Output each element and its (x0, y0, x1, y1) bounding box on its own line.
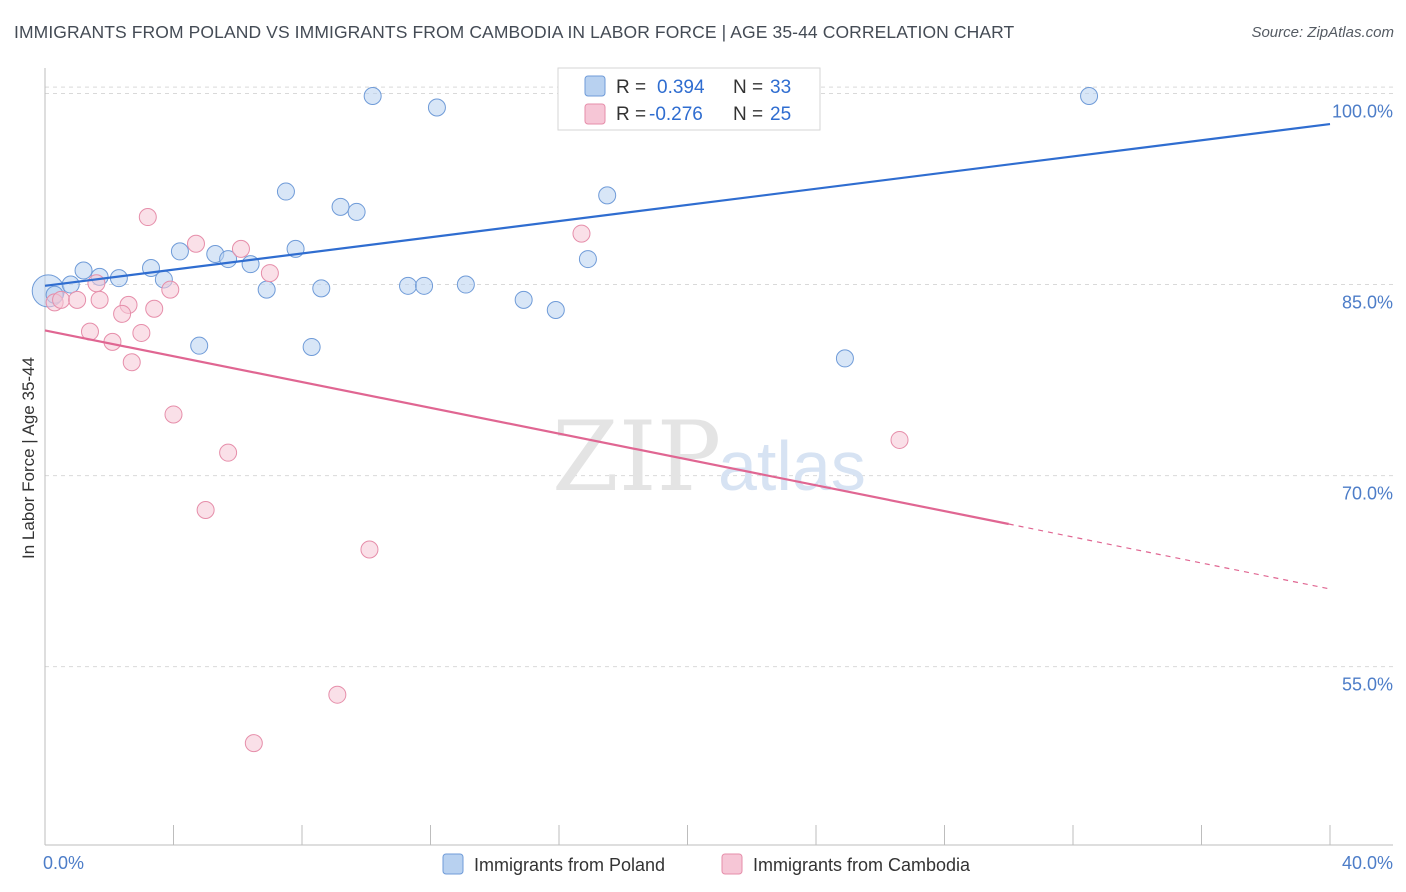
legend-r-value-poland: 0.394 (657, 77, 705, 98)
poland-point (1080, 87, 1099, 106)
cambodia-point (90, 290, 109, 309)
legend-r-label-cambodia: R = (616, 104, 646, 125)
poland-point (347, 202, 366, 221)
bottom-legend-swatch-cambodia (721, 853, 743, 875)
poland-point (170, 242, 189, 261)
bottom-legend: Immigrants from Poland Immigrants from C… (442, 853, 971, 875)
watermark-atlas: atlas (718, 427, 866, 505)
poland-point (456, 275, 475, 294)
legend: R = 0.394 N = 33 R = -0.276 N = 25 (557, 67, 821, 131)
cambodia-point (231, 239, 250, 258)
x-tick-label: 40.0% (1342, 853, 1393, 873)
bottom-legend-label-poland: Immigrants from Poland (474, 855, 665, 875)
y-axis-label: In Labor Force | Age 35-44 (19, 357, 38, 559)
chart-title: IMMIGRANTS FROM POLAND VS IMMIGRANTS FRO… (14, 22, 1015, 42)
poland-point (427, 98, 446, 117)
poland-point (363, 87, 382, 106)
poland-point (399, 276, 418, 295)
cambodia-point (164, 405, 183, 424)
cambodia-point (244, 734, 263, 753)
legend-n-value-cambodia: 25 (770, 104, 791, 125)
poland-point (190, 336, 209, 355)
poland-point (74, 261, 93, 280)
cambodia-point (161, 280, 180, 299)
cambodia-trend-extension (1008, 523, 1331, 590)
poland-point (598, 186, 617, 205)
poland-point (514, 290, 533, 309)
cambodia-point (360, 540, 379, 559)
poland-point (835, 349, 854, 368)
cambodia-point (145, 299, 164, 318)
cambodia-point (68, 290, 87, 309)
y-tick-label: 100.0% (1332, 101, 1393, 121)
y-tick-label: 55.0% (1342, 675, 1393, 695)
legend-n-label-poland: N = (733, 77, 763, 98)
cambodia-point (113, 304, 132, 323)
poland-point (257, 280, 276, 299)
cambodia-point (260, 264, 279, 283)
y-tick-label: 85.0% (1342, 293, 1393, 313)
legend-n-label-cambodia: N = (733, 104, 763, 125)
axes (44, 68, 1393, 846)
poland-point (331, 197, 350, 216)
bottom-legend-swatch-poland (442, 853, 464, 875)
cambodia-point (122, 353, 141, 372)
cambodia-point (52, 290, 71, 309)
y-tick-labels: 55.0% 70.0% 85.0% 100.0% (1332, 101, 1393, 694)
poland-point (312, 279, 331, 298)
legend-n-value-poland: 33 (770, 77, 791, 98)
y-tick-label: 70.0% (1342, 484, 1393, 504)
cambodia-point (132, 323, 151, 342)
poland-point (276, 182, 295, 201)
poland-point (61, 275, 80, 294)
poland-point (302, 337, 321, 356)
source-label: Source: ZipAtlas.com (1251, 24, 1394, 41)
x-tick-labels: 0.0% 40.0% (43, 853, 1393, 873)
trend-lines (44, 122, 1331, 590)
cambodia-point (328, 685, 347, 704)
poland-trend-line (44, 122, 1331, 287)
cambodia-point (87, 274, 106, 293)
poland-point (546, 301, 565, 320)
cambodia-point (890, 430, 909, 449)
grid-lines (45, 86, 1393, 668)
cambodia-point (572, 224, 591, 243)
legend-r-label-poland: R = (616, 77, 646, 98)
cambodia-point (186, 234, 205, 253)
poland-point (578, 250, 597, 269)
legend-swatch-cambodia (584, 103, 606, 125)
cambodia-point (219, 443, 238, 462)
watermark: ZIP atlas (552, 401, 866, 513)
poland-point (415, 276, 434, 295)
watermark-zip: ZIP (552, 401, 721, 513)
bottom-legend-label-cambodia: Immigrants from Cambodia (753, 855, 971, 875)
cambodia-trend-line (44, 329, 1009, 526)
cambodia-point (138, 208, 157, 227)
legend-r-value-cambodia: -0.276 (649, 104, 703, 125)
legend-swatch-poland (584, 75, 606, 97)
cambodia-point (196, 500, 215, 519)
x-tick-label: 0.0% (43, 853, 84, 873)
